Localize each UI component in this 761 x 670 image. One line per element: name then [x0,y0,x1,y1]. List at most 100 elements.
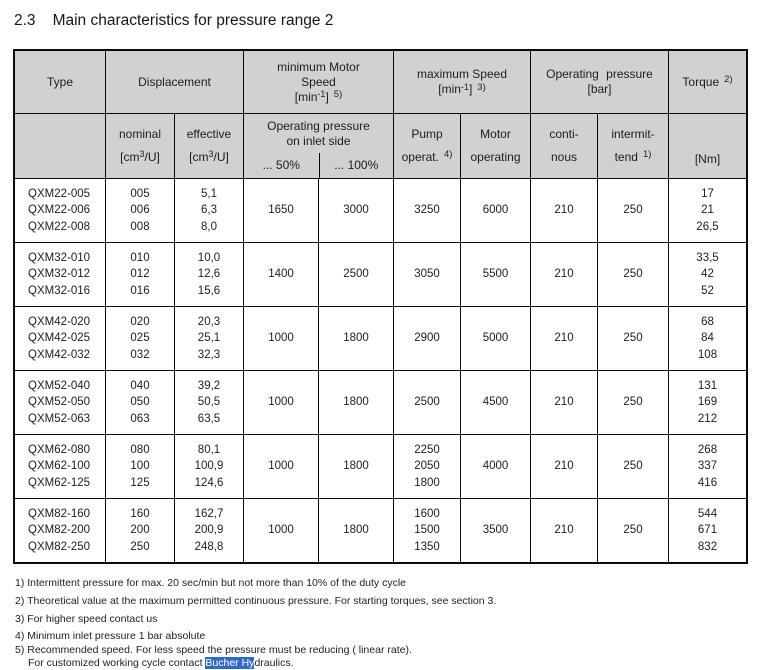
inlet-50-label: ... 50% [262,158,300,172]
nominal-value: 063 [130,412,150,425]
nominal-label: nominal [118,127,162,142]
min-speed-100-value: 1800 [343,396,369,409]
inlet-percent-row: ... 50% ... 100% [244,153,393,178]
continuous-pressure-value: 210 [554,396,574,409]
type-value: QXM52-063 [28,412,91,425]
table-row-group-qxm42: QXM42-020 QXM42-025 QXM42-032 020 025 03… [15,306,746,370]
nominal-cell: 020 025 032 [106,307,175,370]
pump-speed-cell: 2900 [394,307,461,370]
effective-value: 8,0 [201,220,217,233]
continuous-line1: conti- [549,127,579,142]
nominal-value: 010 [130,251,150,264]
continuous-pressure-value: 210 [554,332,574,345]
section-title: 2.3 Main characteristics for pressure ran… [14,12,748,30]
torque-header-label: Torque 2) [682,75,732,90]
torque-value: 33,5 [696,251,719,264]
intermittent-pressure-cell: 250 [598,371,669,434]
footnote-ref-5: 5) [333,89,343,100]
type-cell: QXM32-010 QXM32-012 QXM32-016 [15,243,106,306]
effective-value: 20,3 [197,315,221,328]
min-speed-100-value: 1800 [343,460,369,473]
effective-value: 162,7 [194,507,224,520]
nominal-cell: 005 006 008 [106,179,175,242]
type-value: QXM52-040 [28,379,91,392]
nominal-value: 025 [130,332,150,345]
type-cell: QXM82-160 QXM82-200 QXM82-250 [15,499,106,562]
effective-value: 80,1 [197,443,221,456]
torque-value: 268 [697,443,718,456]
pump-line1: Pump [411,127,443,142]
torque-cell: 17 21 26,5 [669,179,746,242]
motor-speed-cell: 5500 [461,243,531,306]
type-cell: QXM22-005 QXM22-006 QXM22-008 [15,179,106,242]
motor-speed-value: 4000 [482,460,509,473]
section-number: 2.3 [14,12,36,29]
torque-unit-label: [Nm] [694,152,721,166]
effective-unit: [cm3/U] [189,150,229,165]
effective-value: 12,6 [197,268,221,281]
motor-header-cell: Motor operating [461,114,531,178]
table-row-group-qxm22: QXM22-005 QXM22-006 QXM22-008 005 006 00… [15,178,746,242]
continuous-pressure-cell: 210 [531,179,598,242]
motor-speed-value: 3500 [482,524,509,537]
continuous-pressure-value: 210 [554,524,574,537]
pump-speed-cell: 2250 2050 1800 [394,435,461,498]
footnotes: 1) Intermittent pressure for max. 20 sec… [15,577,748,670]
min-speed-100-value: 1800 [343,524,369,537]
effective-cell: 39,2 50,5 63,5 [175,371,244,434]
type-value: QXM32-010 [28,251,91,264]
nominal-cell: 160 200 250 [106,499,175,562]
min-speed-100-value: 1800 [343,332,369,345]
torque-value: 52 [701,284,714,297]
intermittent-pressure-cell: 250 [598,435,669,498]
unit-text: [min [294,89,318,104]
unit-text: [cm [189,149,209,164]
type-value: QXM22-008 [28,220,91,233]
effective-header-cell: effective [cm3/U] [175,114,244,178]
effective-value: 50,5 [197,396,221,409]
min-speed-100-cell: 2500 [319,243,394,306]
type-value: QXM22-006 [28,204,91,217]
nominal-value: 080 [130,443,150,456]
intermittent-text: tend [614,149,638,164]
effective-value: 63,5 [197,412,221,425]
effective-value: 25,1 [197,332,221,345]
effective-cell: 80,1 100,9 124,6 [175,435,244,498]
nominal-value: 032 [130,348,150,361]
pump-speed-cell: 1600 1500 1350 [394,499,461,562]
type-value: QXM82-160 [28,507,91,520]
motor-speed-cell: 4500 [461,371,531,434]
motor-line1: Motor [480,127,511,142]
nominal-value: 100 [130,460,150,473]
motor-speed-cell: 3500 [461,499,531,562]
inlet-line1: Operating pressure [267,118,370,133]
type-value: QXM32-012 [28,268,91,281]
min-speed-50-cell: 1000 [244,371,319,434]
min-speed-50-cell: 1400 [244,243,319,306]
nominal-value: 012 [130,268,150,281]
effective-label: effective [186,127,232,142]
min-speed-50-value: 1000 [268,332,294,345]
continuous-pressure-value: 210 [554,268,574,281]
type-value: QXM52-050 [28,396,91,409]
continuous-pressure-cell: 210 [531,307,598,370]
table-header-row-1: Type Displacement minimum Motor Speed [m… [15,51,746,113]
type-value: QXM82-200 [28,524,91,537]
unit-superscript: 3 [208,149,214,160]
type-header-empty-cell [15,114,106,178]
type-value: QXM42-025 [28,332,91,345]
effective-cell: 162,7 200,9 248,8 [175,499,244,562]
nominal-cell: 080 100 125 [106,435,175,498]
type-header-label: Type [46,74,73,89]
effective-value: 5,1 [201,187,217,200]
torque-value: 42 [701,268,714,281]
displacement-header-label: Displacement [138,74,211,89]
continuous-pressure-value: 210 [554,204,574,217]
continuous-pressure-cell: 210 [531,243,598,306]
inlet-pressure-header-cell: Operating pressure on inlet side ... 50%… [244,114,394,178]
max-speed-header-cell: maximum Speed [min-1] 3) [394,51,531,113]
pump-speed-value: 1600 [414,507,440,520]
min-speed-50-value: 1650 [268,204,294,217]
effective-cell: 20,3 25,1 32,3 [175,307,244,370]
